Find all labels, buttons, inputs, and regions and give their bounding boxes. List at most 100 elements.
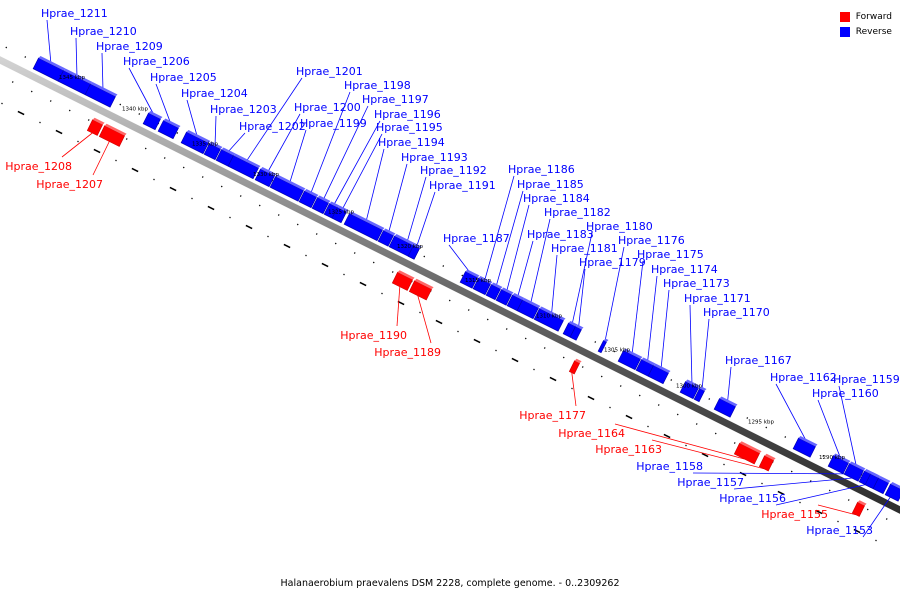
gene-label-hprae-1196: Hprae_1196 xyxy=(374,108,441,121)
gene-glyph-face-hprae-1181 xyxy=(539,306,566,321)
tick-mark xyxy=(549,376,557,382)
connector-hprae-1202 xyxy=(227,132,246,153)
tick-mark xyxy=(809,480,812,482)
gene-label-hprae-1155: Hprae_1155 xyxy=(761,508,828,521)
gene-glyph-face-hprae-1203 xyxy=(209,141,223,149)
tick-mark xyxy=(647,425,649,428)
tick-mark xyxy=(676,413,679,416)
scale-label: 1320 kbp xyxy=(397,244,423,250)
tick-mark xyxy=(828,489,831,492)
connector-hprae-1157 xyxy=(733,475,875,490)
connector-hprae-1181 xyxy=(551,254,558,315)
tick-mark xyxy=(39,121,41,124)
tick-mark xyxy=(765,426,768,429)
connector-hprae-1160 xyxy=(817,399,842,460)
tick-mark xyxy=(461,274,464,277)
gene-glyph-face-hprae-1162 xyxy=(798,436,818,447)
gene-glyph-face-hprae-1171 xyxy=(685,379,701,388)
tick-mark xyxy=(435,319,443,325)
connector-hprae-1184 xyxy=(506,204,530,293)
gene-label-hprae-1190: Hprae_1190 xyxy=(340,329,407,342)
tick-mark xyxy=(55,129,63,135)
gene-label-hprae-1173: Hprae_1173 xyxy=(663,277,730,290)
tick-mark xyxy=(486,318,489,321)
gene-glyph-face-hprae-1186 xyxy=(478,276,493,284)
gene-glyph-face-hprae-1208 xyxy=(92,117,105,125)
gene-glyph-face-hprae-1187 xyxy=(465,269,480,278)
gene-glyph-face-hprae-1190 xyxy=(397,270,415,280)
tick-mark xyxy=(391,271,394,273)
connector-hprae-1163 xyxy=(651,439,764,470)
tick-mark xyxy=(746,417,749,419)
tick-mark xyxy=(670,379,673,381)
gene-glyph-face-hprae-1201 xyxy=(233,153,261,168)
gene-glyph-face-hprae-1209 xyxy=(90,82,118,97)
gene-glyph-face-hprae-1184 xyxy=(501,287,514,295)
gene-glyph-face-hprae-1170 xyxy=(699,386,707,391)
gene-glyph-face-hprae-1205 xyxy=(163,118,181,128)
gene-label-hprae-1198: Hprae_1198 xyxy=(344,79,411,92)
tick-mark xyxy=(49,100,52,102)
gene-glyph-face-hprae-1207 xyxy=(104,123,127,136)
tick-mark xyxy=(119,103,122,106)
gene-glyph-hprae-1184 xyxy=(495,289,512,306)
gene-label-hprae-1157: Hprae_1157 xyxy=(677,476,744,489)
tick-mark xyxy=(423,255,426,258)
gene-label-hprae-1162: Hprae_1162 xyxy=(770,371,837,384)
tick-mark xyxy=(138,113,141,115)
tick-mark xyxy=(343,273,345,276)
tick-mark xyxy=(442,265,445,267)
gene-label-hprae-1193: Hprae_1193 xyxy=(401,151,468,164)
scale-label: 1315 kbp xyxy=(465,278,491,284)
tick-mark xyxy=(87,119,90,121)
legend-label-forward: Forward xyxy=(855,11,892,22)
connector-hprae-1194 xyxy=(365,148,385,222)
gene-glyph-hprae-1209 xyxy=(84,83,116,108)
connector-hprae-1193 xyxy=(388,163,408,234)
tick-mark xyxy=(229,216,231,219)
tick-mark xyxy=(663,433,671,439)
gene-glyph-face-hprae-1176 xyxy=(603,338,609,342)
tick-mark xyxy=(163,157,166,159)
scale-label: 1340 kbp xyxy=(122,107,148,113)
backbone-band xyxy=(0,56,900,514)
connector-hprae-1176 xyxy=(604,246,625,342)
tick-mark xyxy=(875,539,877,542)
tick-mark xyxy=(372,261,375,264)
gene-label-hprae-1203: Hprae_1203 xyxy=(210,103,277,116)
tick-mark xyxy=(822,455,825,457)
tick-mark xyxy=(505,328,508,330)
tick-mark xyxy=(245,224,253,230)
tick-mark xyxy=(182,166,185,169)
connector-hprae-1206 xyxy=(128,67,155,117)
gene-glyph-hprae-1177 xyxy=(568,360,581,375)
gene-label-hprae-1184: Hprae_1184 xyxy=(523,192,590,205)
tick-mark xyxy=(790,470,793,473)
tick-mark xyxy=(77,140,79,143)
tick-mark xyxy=(207,205,215,211)
gene-label-hprae-1187: Hprae_1187 xyxy=(443,232,510,245)
scale-label: 1290 kbp xyxy=(819,455,845,461)
tick-mark xyxy=(267,235,269,238)
gene-label-hprae-1189: Hprae_1189 xyxy=(374,346,441,359)
tick-mark xyxy=(600,375,603,378)
connector-hprae-1183 xyxy=(517,240,534,298)
gene-glyph-face-hprae-1191 xyxy=(413,243,422,249)
tick-mark xyxy=(258,204,261,207)
gene-label-hprae-1211: Hprae_1211 xyxy=(41,7,108,20)
tick-mark xyxy=(93,148,101,154)
gene-label-hprae-1156: Hprae_1156 xyxy=(719,492,786,505)
gene-label-hprae-1176: Hprae_1176 xyxy=(618,234,685,247)
tick-mark xyxy=(708,398,711,400)
connector-hprae-1203 xyxy=(214,115,217,147)
gene-glyph-face-hprae-1167 xyxy=(719,396,738,407)
tick-mark xyxy=(131,167,139,173)
scale-label: 1330 kbp xyxy=(253,172,279,178)
legend-item-forward: Forward xyxy=(839,9,892,24)
gene-glyph-face-hprae-1183 xyxy=(512,293,525,300)
connector-hprae-1190 xyxy=(396,286,401,327)
gene-glyph-face-hprae-1159 xyxy=(849,461,866,471)
legend: Forward Reverse xyxy=(839,9,892,39)
gene-glyph-face-hprae-1155 xyxy=(857,500,867,506)
gene-label-hprae-1186: Hprae_1186 xyxy=(508,163,575,176)
